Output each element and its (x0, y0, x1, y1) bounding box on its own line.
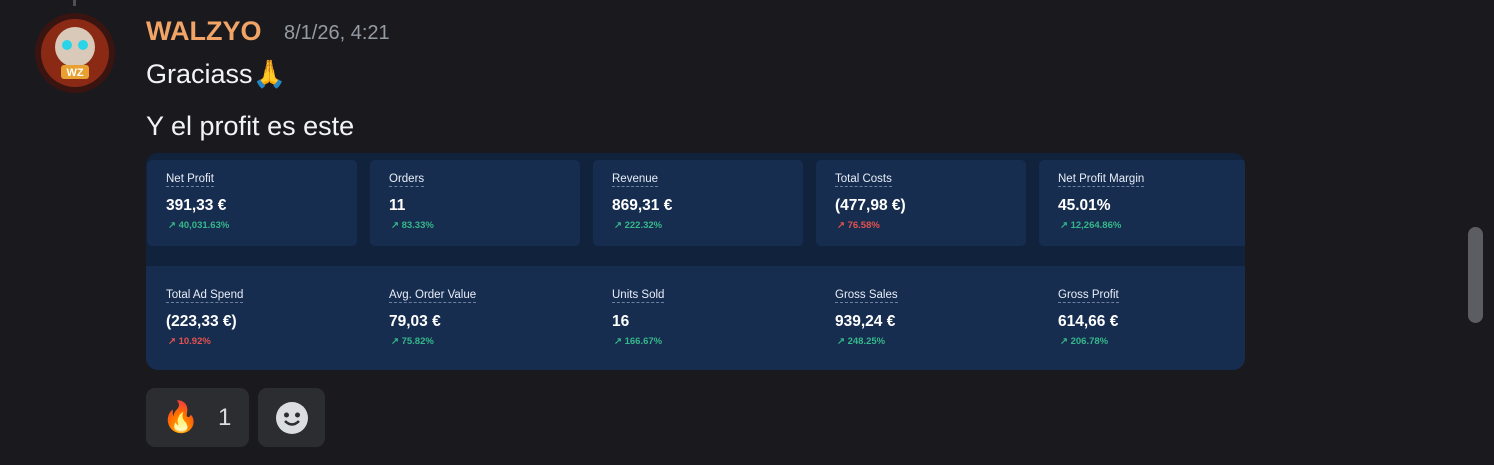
metric-change: ↗ 166.67% (614, 336, 663, 347)
metric-label: Total Costs (835, 173, 892, 187)
reaction-count: 1 (218, 404, 232, 431)
thread-line (73, 0, 76, 6)
metric-label: Orders (389, 173, 425, 187)
metric-value: 79,03 € (389, 313, 441, 330)
metric-label: Total Ad Spend (166, 289, 244, 303)
metric-value: (223,33 €) (166, 313, 237, 330)
metric-value: 939,24 € (835, 313, 896, 330)
svg-text:WZ: WZ (66, 67, 83, 79)
metric-label: Revenue (612, 173, 659, 187)
metric-change: ↗ 206.78% (1060, 336, 1109, 347)
smiley-icon (276, 402, 308, 434)
metric-card: Total Ad Spend (223,33 €) ↗ 10.92% (147, 266, 357, 370)
metric-change: ↗ 40,031.63% (168, 220, 230, 231)
metric-change: ↗ 75.82% (391, 336, 434, 347)
metric-card: Net Profit Margin 45.01% ↗ 12,264.86% (1039, 160, 1245, 246)
add-reaction[interactable] (258, 388, 325, 447)
metric-card: Revenue 869,31 € ↗ 222.32% (593, 160, 803, 246)
metric-card: Gross Sales 939,24 € ↗ 248.25% (816, 266, 1026, 370)
timestamp: 8/1/26, 4:21 (284, 22, 390, 44)
metric-value: 869,31 € (612, 197, 673, 214)
metric-card: Gross Profit 614,66 € ↗ 206.78% (1039, 266, 1245, 370)
metric-change: ↗ 222.32% (614, 220, 663, 231)
reaction-emoji: 🔥 (162, 401, 200, 434)
metric-value: 16 (612, 313, 630, 330)
metric-change: ↗ 76.58% (837, 220, 880, 231)
metric-card: Net Profit 391,33 € ↗ 40,031.63% (147, 160, 357, 246)
metric-label: Units Sold (612, 289, 665, 303)
metric-card: Total Costs (477,98 €) ↗ 76.58% (816, 160, 1026, 246)
metric-change: ↗ 83.33% (391, 220, 434, 231)
metric-value: (477,98 €) (835, 197, 906, 214)
metric-label: Gross Sales (835, 289, 898, 303)
metric-change: ↗ 10.92% (168, 336, 211, 347)
metric-value: 614,66 € (1058, 313, 1119, 330)
scrollbar[interactable] (1468, 227, 1483, 323)
avatar[interactable]: WZ (35, 13, 115, 93)
metric-value: 11 (389, 197, 406, 214)
message-text: Graciass🙏 (146, 59, 287, 89)
metric-label: Gross Profit (1058, 289, 1119, 303)
metric-label: Avg. Order Value (389, 289, 477, 303)
row-panel (146, 266, 1245, 370)
metric-value: 45.01% (1058, 197, 1111, 214)
metric-value: 391,33 € (166, 197, 227, 214)
metric-change: ↗ 248.25% (837, 336, 886, 347)
metric-card: Units Sold 16 ↗ 166.67% (593, 266, 803, 370)
metric-card: Orders 11 ↗ 83.33% (370, 160, 580, 246)
metric-card: Avg. Order Value 79,03 € ↗ 75.82% (370, 266, 580, 370)
dashboard-image[interactable]: Net Profit 391,33 € ↗ 40,031.63% Orders 11 ↗ … (146, 153, 1245, 370)
reaction[interactable]: 🔥 1 (146, 388, 249, 447)
metric-label: Net Profit Margin (1058, 173, 1145, 187)
message-text: Y el profit es este (146, 111, 355, 141)
metric-label: Net Profit (166, 173, 214, 187)
metric-change: ↗ 12,264.86% (1060, 220, 1122, 231)
author-name[interactable]: WALZYO (146, 16, 262, 46)
